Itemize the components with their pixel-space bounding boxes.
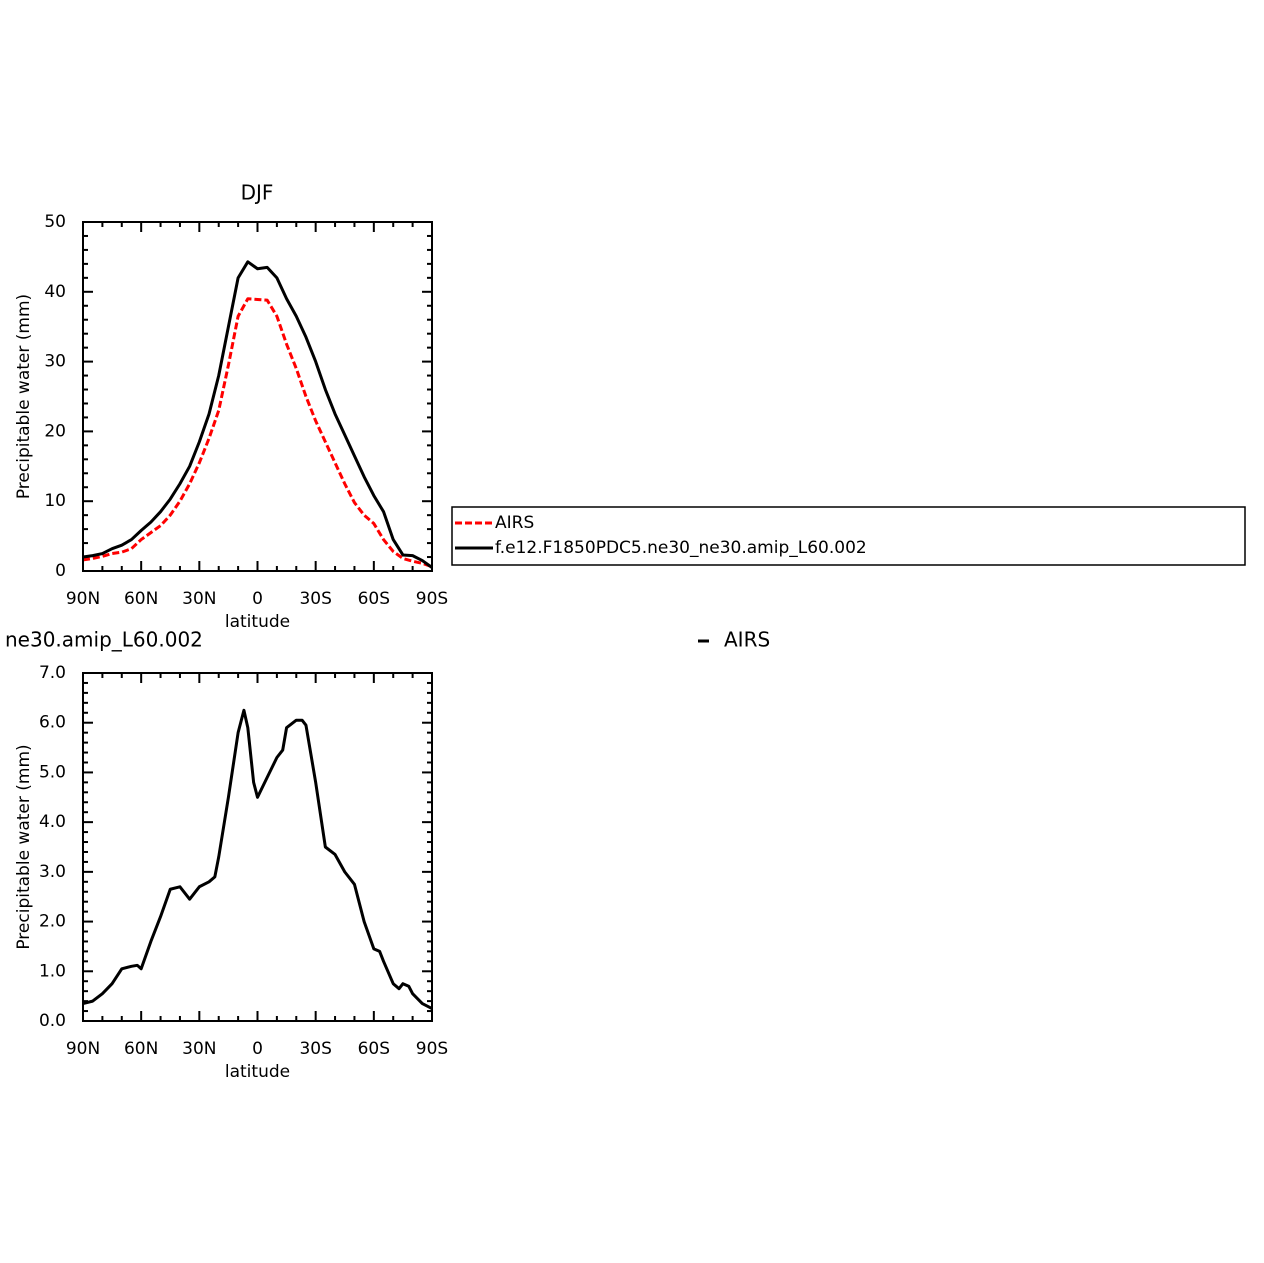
- y-tick-label: 20: [44, 421, 66, 441]
- y-tick-label: 6.0: [39, 713, 66, 733]
- data-line: [82, 260, 433, 569]
- y-axis-label: Precipitable water (mm): [14, 744, 34, 949]
- chart-title: DJF: [241, 181, 274, 205]
- x-tick-label: 90N: [66, 589, 100, 609]
- x-axis-label: latitude: [225, 612, 290, 632]
- y-tick-label: 4.0: [39, 812, 66, 832]
- legend-label: AIRS: [724, 628, 770, 652]
- x-tick-label: 60N: [124, 589, 158, 609]
- y-tick-label: 3.0: [39, 862, 66, 882]
- data-line: [82, 708, 433, 1010]
- x-axis-label: latitude: [225, 1062, 290, 1082]
- plot-frame: [82, 672, 433, 1022]
- plot-frame: [82, 221, 433, 572]
- x-tick-label: 30S: [299, 589, 331, 609]
- x-tick-label: 90S: [416, 589, 448, 609]
- x-tick-label: 60N: [124, 1039, 158, 1059]
- y-tick-label: 0: [55, 561, 66, 581]
- x-tick-label: 90S: [416, 1039, 448, 1059]
- y-tick-label: 30: [44, 352, 66, 372]
- legend-box: [451, 506, 1246, 566]
- x-tick-label: 60S: [358, 1039, 390, 1059]
- legend-label: f.e12.F1850PDC5.ne30_ne30.amip_L60.002: [495, 538, 867, 558]
- y-tick-label: 40: [44, 282, 66, 302]
- y-tick-label: 50: [44, 212, 66, 232]
- y-tick-label: 10: [44, 491, 66, 511]
- y-tick-label: 1.0: [39, 961, 66, 981]
- x-tick-label: 0: [252, 589, 263, 609]
- x-tick-label: 90N: [66, 1039, 100, 1059]
- y-axis-label: Precipitable water (mm): [14, 294, 34, 499]
- y-tick-label: 0.0: [39, 1011, 66, 1031]
- data-line: [82, 297, 433, 569]
- x-tick-label: 30N: [182, 589, 216, 609]
- chart-title: ne30.amip_L60.002: [5, 628, 203, 652]
- y-tick-label: 2.0: [39, 912, 66, 932]
- x-tick-label: 0: [252, 1039, 263, 1059]
- y-tick-label: 5.0: [39, 762, 66, 782]
- x-tick-label: 60S: [358, 589, 390, 609]
- legend-label: AIRS: [495, 513, 534, 533]
- x-tick-label: 30N: [182, 1039, 216, 1059]
- y-tick-label: 7.0: [39, 663, 66, 683]
- x-tick-label: 30S: [299, 1039, 331, 1059]
